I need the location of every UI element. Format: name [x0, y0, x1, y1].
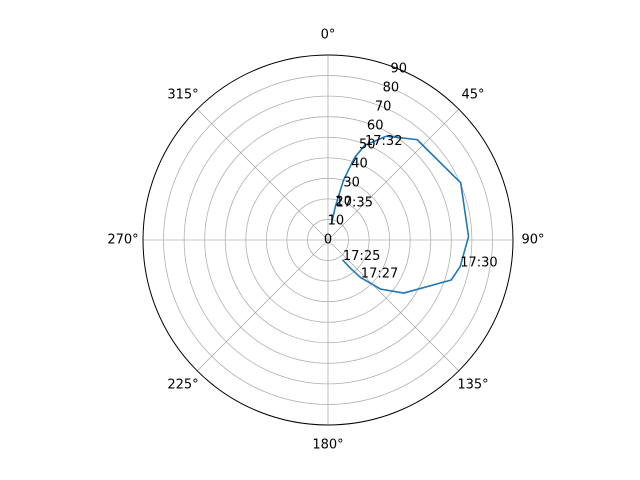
- r-tick-label: 80: [383, 81, 400, 96]
- theta-tick-label: 180°: [312, 438, 343, 453]
- r-tick-label: 20: [335, 195, 352, 210]
- r-tick-label: 30: [343, 176, 360, 191]
- time-annotation: 17:27: [361, 267, 398, 282]
- theta-tick-label: 315°: [167, 88, 198, 103]
- time-annotation: 17:25: [343, 249, 380, 264]
- r-tick-label: 10: [328, 214, 345, 229]
- theta-tick-label: 90°: [521, 233, 544, 248]
- outer-spine: [142, 54, 514, 426]
- theta-tick-label: 45°: [461, 88, 484, 103]
- r-tick-label: 50: [359, 138, 376, 153]
- r-tick-label: 70: [375, 100, 392, 115]
- r-tick-label: 40: [351, 157, 368, 172]
- grid: [143, 55, 513, 425]
- time-annotation: 17:30: [460, 255, 497, 270]
- time-annotations: 17:25 17:27 17:30 17:32 17:35: [336, 134, 498, 282]
- time-annotation: 17:32: [365, 134, 402, 149]
- theta-gridline-315: [196, 108, 329, 241]
- r-tick-label: 60: [367, 119, 384, 134]
- r-tick-label: 0: [324, 233, 332, 248]
- series-line-0: [330, 135, 470, 294]
- theta-tick-label: 135°: [457, 378, 488, 393]
- theta-tick-label: 0°: [321, 28, 336, 43]
- theta-tick-labels: 0° 45° 90° 135° 180° 225° 270° 315°: [107, 28, 544, 453]
- time-annotation: 17:35: [336, 195, 373, 210]
- r-tick-labels: 0 10 20 30 40 50 60 70 80 90: [324, 62, 407, 248]
- theta-tick-label: 225°: [167, 378, 198, 393]
- theta-gridline-135: [327, 239, 460, 372]
- theta-gridline-225: [196, 239, 329, 372]
- theta-tick-label: 270°: [107, 233, 138, 248]
- r-tick-label: 90: [391, 62, 408, 77]
- series-layer: [330, 135, 470, 294]
- theta-gridline-45: [327, 108, 460, 241]
- polar-spine: [142, 54, 514, 426]
